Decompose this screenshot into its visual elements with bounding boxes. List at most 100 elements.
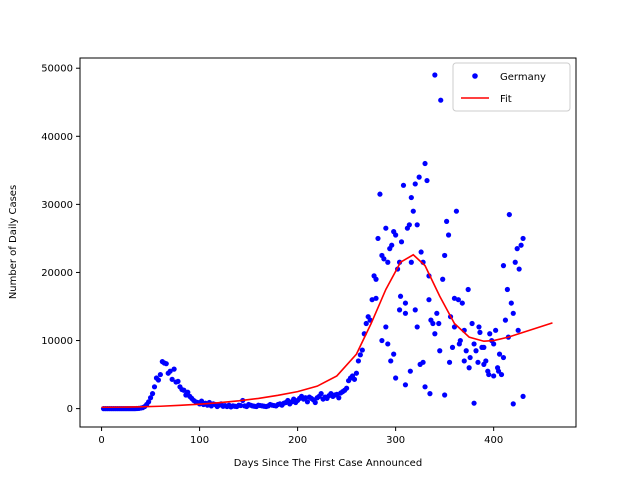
data-point xyxy=(477,329,483,335)
data-point xyxy=(510,401,516,407)
data-point xyxy=(514,246,520,252)
data-point xyxy=(486,371,492,378)
data-point xyxy=(175,378,181,384)
data-point xyxy=(434,310,440,316)
data-point xyxy=(444,218,450,224)
data-point xyxy=(427,391,433,397)
data-point xyxy=(357,352,363,358)
data-point xyxy=(463,348,469,354)
data-point xyxy=(344,385,350,391)
data-point xyxy=(498,371,505,378)
data-point xyxy=(336,395,342,401)
data-point xyxy=(388,358,394,364)
data-point xyxy=(518,242,524,248)
data-point xyxy=(481,344,487,350)
data-point xyxy=(151,384,158,390)
data-point xyxy=(377,191,383,197)
data-point xyxy=(149,391,156,397)
data-point xyxy=(147,395,154,401)
data-point xyxy=(430,320,436,327)
data-point xyxy=(353,370,360,376)
data-point xyxy=(500,354,507,361)
data-point xyxy=(438,97,444,103)
data-point xyxy=(163,361,169,367)
x-tick-label: 300 xyxy=(386,435,405,446)
data-point xyxy=(181,387,187,393)
data-point xyxy=(483,358,489,364)
y-tick-label: 10000 xyxy=(41,336,73,347)
y-tick-label: 50000 xyxy=(41,64,73,75)
data-point xyxy=(369,297,375,303)
fit-line xyxy=(101,253,553,409)
legend-marker-germany xyxy=(472,73,478,79)
data-point xyxy=(318,391,324,397)
data-point xyxy=(456,341,462,347)
x-axis-label: Days Since The First Case Announced xyxy=(234,458,422,469)
data-point xyxy=(426,297,432,303)
data-point xyxy=(420,359,426,365)
plot-area xyxy=(79,57,577,428)
data-point xyxy=(445,232,452,238)
data-point xyxy=(359,347,365,353)
data-point xyxy=(520,393,526,399)
data-point xyxy=(393,375,399,381)
data-point xyxy=(185,389,191,395)
x-tick-label: 0 xyxy=(98,435,104,446)
y-axis-label: Number of Daily Cases xyxy=(8,185,19,299)
legend-label-germany: Germany xyxy=(500,72,546,83)
data-point xyxy=(475,359,481,365)
data-point xyxy=(495,368,502,374)
data-point xyxy=(493,327,499,333)
data-point xyxy=(355,358,361,364)
data-point xyxy=(408,259,414,265)
data-point xyxy=(312,399,318,406)
data-point xyxy=(471,400,477,406)
data-point xyxy=(167,368,173,374)
data-point xyxy=(351,376,358,382)
y-tick-label: 30000 xyxy=(41,200,73,211)
data-point xyxy=(157,371,163,378)
data-point xyxy=(469,320,475,327)
data-point xyxy=(520,235,526,242)
data-point xyxy=(466,365,472,371)
data-point xyxy=(363,320,369,327)
data-point xyxy=(389,242,395,248)
data-point xyxy=(414,222,420,228)
data-point xyxy=(418,249,424,255)
data-point xyxy=(455,297,461,303)
data-point xyxy=(446,359,453,365)
data-point xyxy=(412,181,418,187)
data-point xyxy=(442,252,448,259)
data-point xyxy=(171,366,177,372)
data-point xyxy=(453,208,460,214)
data-point xyxy=(402,382,409,388)
y-tick-label: 20000 xyxy=(41,268,73,279)
data-point xyxy=(516,266,522,272)
data-point xyxy=(506,211,512,218)
data-point xyxy=(414,324,420,330)
data-point xyxy=(496,351,503,357)
data-point xyxy=(424,177,430,184)
data-point xyxy=(400,182,407,188)
data-point xyxy=(471,341,477,347)
data-point xyxy=(510,310,516,316)
legend-label-fit: Fit xyxy=(500,94,512,105)
data-point xyxy=(373,295,379,301)
data-point xyxy=(302,395,309,401)
data-point xyxy=(512,259,518,265)
data-point xyxy=(379,337,385,344)
data-point xyxy=(385,341,391,347)
data-point xyxy=(422,160,428,167)
data-point xyxy=(406,222,412,228)
data-point xyxy=(383,324,389,330)
data-point xyxy=(398,239,405,245)
data-point xyxy=(465,286,471,293)
data-point xyxy=(304,399,311,405)
data-point xyxy=(473,348,479,354)
axes-frame xyxy=(79,57,577,428)
data-point xyxy=(155,377,162,383)
legend: Germany Fit xyxy=(452,62,571,112)
data-point xyxy=(408,194,414,201)
y-axis-ticks: 0 10000 20000 30000 40000 50000 xyxy=(41,64,80,415)
